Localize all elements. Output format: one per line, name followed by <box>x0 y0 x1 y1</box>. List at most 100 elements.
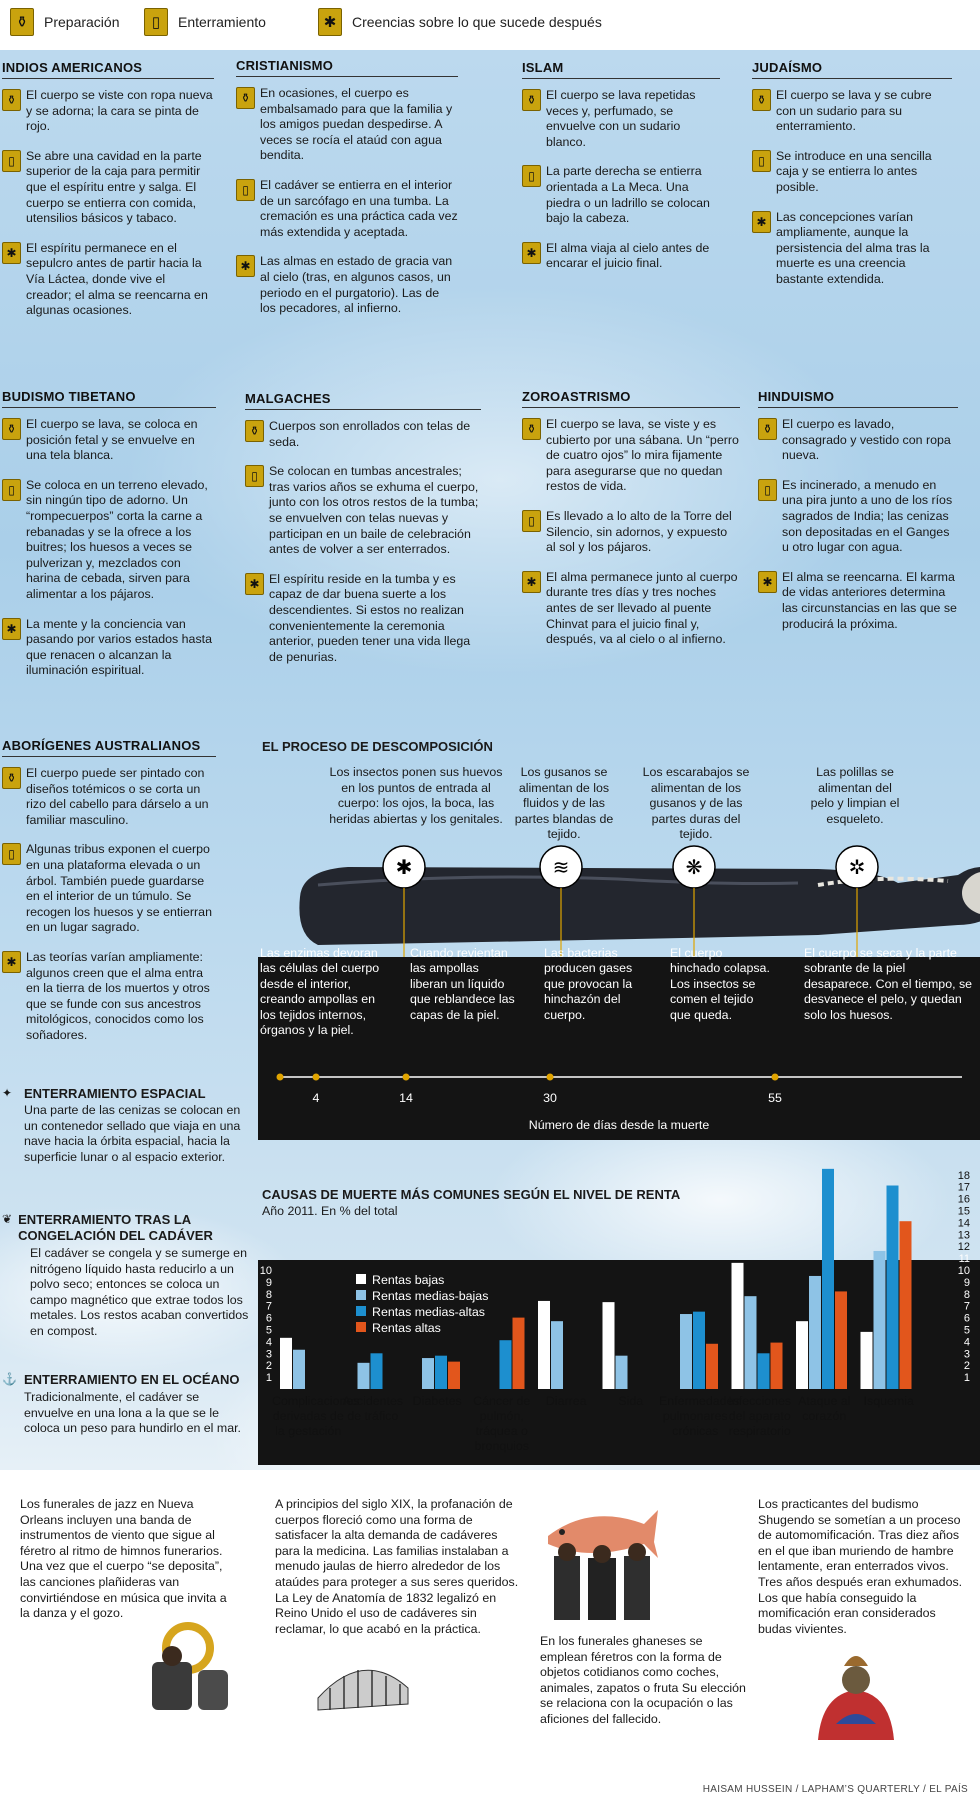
icon-legend: ⚱ Preparación ▯ Enterramiento ✱ Creencia… <box>0 0 980 50</box>
item-text: Las teorías varían ampliamente: algunos … <box>26 949 210 1042</box>
beliefs-icon: ✱ <box>318 8 342 36</box>
chart-bar <box>899 1221 912 1389</box>
item-text: Cuerpos son enrollados con telas de seda… <box>269 419 471 449</box>
y-tick-left: 8 <box>266 1289 272 1301</box>
burial-icon: ▯ <box>758 478 777 501</box>
list-item: ⚱ El cuerpo se lava y se cubre con un sud… <box>752 88 952 135</box>
special-title: ENTERRAMIENTO TRAS LA CONGELACIÓN DEL CA… <box>18 1212 213 1243</box>
list-item: ✱ Las almas en estado de gracia van al ci… <box>236 254 458 316</box>
legend-entry: Rentas bajas <box>356 1272 488 1288</box>
timeline-point <box>312 1073 320 1081</box>
anecdote-shugendo: Los practicantes del budismo Shugendo se… <box>758 1497 963 1636</box>
chart-bar <box>693 1311 705 1389</box>
legend-label: Preparación <box>44 14 120 30</box>
swatch <box>356 1290 366 1300</box>
category-labels: Complicaciones derivadas de la gestación… <box>258 1394 980 1454</box>
preparation-icon: ⚱ <box>522 418 541 440</box>
item-text: Se abre una cavidad en la parte superior… <box>26 148 202 226</box>
list-item: ✱ Las teorías varían ampliamente: algunos… <box>2 950 216 1044</box>
stage-note: El cuerpo se seca y la parte sobrante de… <box>804 946 973 1022</box>
list-item: ✱ El alma se reencarna. El karma de vidas… <box>758 570 958 632</box>
list-item: ⚱ El cuerpo se lava, se coloca en posició… <box>2 417 216 464</box>
preparation-icon: ⚱ <box>2 418 21 440</box>
stage-note: Las bacterias producen gases que provoca… <box>544 946 633 1022</box>
legend-item-burial: ▯ Enterramiento <box>144 8 266 36</box>
svg-text:✲: ✲ <box>849 855 866 879</box>
list-item: ⚱ El cuerpo se viste con ropa nueva y se … <box>2 88 214 135</box>
swatch <box>356 1306 366 1316</box>
legend-item-preparation: ⚱ Preparación <box>10 8 120 36</box>
item-text: El alma permanece junto al cuerpo durant… <box>546 569 738 647</box>
section-hinduismo: HINDUISMO ⚱ El cuerpo es lavado, consagra… <box>758 389 958 632</box>
list-item: ▯ Se colocan en tumbas ancestrales; tras … <box>245 464 481 558</box>
item-text: Las concepciones varían ampliamente, aun… <box>776 209 930 286</box>
category-label: Ataque al corazón <box>798 1394 851 1423</box>
chart-bar <box>886 1185 899 1389</box>
item-text: Es llevado a lo alto de la Torre del Sil… <box>546 508 732 555</box>
chart-bar <box>770 1342 783 1389</box>
anecdote-cages: A principios del siglo XIX, la profanaci… <box>275 1497 519 1636</box>
jazz-band-illustration <box>152 1622 228 1710</box>
beliefs-icon: ✱ <box>2 241 21 264</box>
svg-text:≋: ≋ <box>553 855 570 879</box>
beliefs-icon: ✱ <box>245 572 264 595</box>
special-title: ENTERRAMIENTO ESPACIAL <box>24 1086 206 1101</box>
y-tick-left: 7 <box>266 1301 272 1313</box>
chart-bar <box>860 1331 873 1389</box>
insect-note: Los escarabajos se alimentan de los gusa… <box>642 765 750 842</box>
preparation-icon: ⚱ <box>758 418 777 440</box>
category-label: Diarrea <box>545 1394 587 1408</box>
list-item: ✱ El espíritu permanece en el sepulcro an… <box>2 241 214 319</box>
rocket-icon: ✦ <box>2 1086 13 1100</box>
preparation-icon: ⚱ <box>2 89 21 111</box>
coffin-cage-illustration <box>317 1669 409 1711</box>
special-text: Una parte de las cenizas se colocan en u… <box>24 1103 241 1164</box>
section-title: BUDISMO TIBETANO <box>2 389 216 408</box>
timeline-axis <box>276 1073 962 1081</box>
chart-bar <box>357 1362 370 1389</box>
y-tick-left: 5 <box>266 1325 272 1337</box>
chart-legend: Rentas bajas Rentas medias-bajas Rentas … <box>356 1272 488 1336</box>
swatch <box>356 1322 366 1332</box>
section-title: ISLAM <box>522 60 720 79</box>
chart-bar <box>370 1353 383 1389</box>
section-title: INDIOS AMERICANOS <box>2 60 214 79</box>
legend-text: Rentas medias-bajas <box>372 1289 489 1303</box>
preparation-icon: ⚱ <box>752 89 771 111</box>
section-zoroastrismo: ZOROASTRISMO ⚱ El cuerpo se lava, se vist… <box>522 389 740 648</box>
item-text: Las almas en estado de gracia van al cie… <box>260 254 453 316</box>
burial-icon: ▯ <box>2 478 21 501</box>
list-item: ▯ Es llevado a lo alto de la Torre del Si… <box>522 509 740 556</box>
item-text: El cuerpo puede ser pintado con diseños … <box>26 766 209 827</box>
item-text: Se colocan en tumbas ancestrales; tras v… <box>269 464 479 557</box>
tick-label: 4 <box>312 1091 320 1105</box>
tick-label: 14 <box>399 1091 413 1105</box>
chart-bar <box>448 1361 460 1389</box>
y-tick-right: 9 <box>964 1277 970 1289</box>
item-text: El espíritu reside en la tumba y es capa… <box>269 571 471 664</box>
axis-label: Número de días desde la muerte <box>528 1118 710 1132</box>
anchor-icon: ⚓ <box>2 1372 17 1386</box>
item-text: El alma se reencarna. El karma de vidas … <box>782 569 957 631</box>
y-tick-right: 14 <box>958 1217 970 1229</box>
y-tick-right: 2 <box>964 1360 970 1372</box>
list-item: ⚱ El cuerpo es lavado, consagrado y vesti… <box>758 417 958 464</box>
decomposition-timeline <box>258 957 980 1140</box>
chart-bar <box>538 1300 550 1389</box>
section-title: MALGACHES <box>245 391 481 410</box>
legend-label: Creencias sobre lo que sucede después <box>352 14 602 30</box>
item-text: El cuerpo se lava repetidas veces y, per… <box>546 88 696 149</box>
list-item: ▯ Es incinerado, a menudo en una pira jun… <box>758 478 958 556</box>
beliefs-icon: ✱ <box>2 617 21 640</box>
category-label: Complicaciones derivadas de la gestación <box>272 1394 360 1438</box>
list-item: ✱ Las concepciones varían ampliamente, au… <box>752 210 952 288</box>
y-tick-left: 2 <box>266 1360 272 1372</box>
insect-note: Los gusanos se alimentan de los fluidos … <box>514 765 614 842</box>
body-illustration: ✱ ≋ ❋ ✲ <box>299 845 980 957</box>
burial-icon: ▯ <box>236 178 255 201</box>
y-tick-right: 10 <box>958 1265 970 1277</box>
y-tick-right: 15 <box>958 1206 970 1218</box>
beliefs-icon: ✱ <box>758 570 777 593</box>
list-item: ⚱ El cuerpo puede ser pintado con diseños… <box>2 766 216 828</box>
preparation-icon: ⚱ <box>236 87 255 109</box>
